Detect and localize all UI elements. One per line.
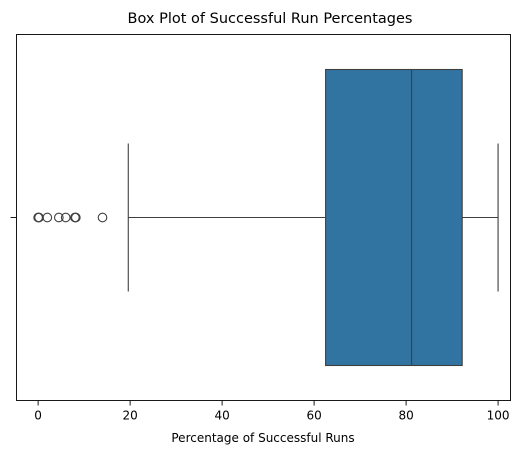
iqr-box [325, 68, 463, 367]
x-tick-label: 100 [487, 409, 510, 423]
outlier-point [97, 212, 108, 223]
box-plot-marks [10, 68, 499, 367]
outlier-point [60, 212, 71, 223]
outlier-point [42, 212, 53, 223]
x-tick-label: 80 [398, 409, 413, 423]
x-tick-label: 20 [122, 409, 137, 423]
x-tick-label: 40 [214, 409, 229, 423]
outlier-point [70, 212, 81, 223]
outlier-point [53, 212, 64, 223]
x-tick-label: 0 [34, 409, 42, 423]
x-axis-label: Percentage of Successful Runs [171, 431, 354, 445]
chart-title: Box Plot of Successful Run Percentages [128, 11, 413, 27]
x-axis-ticks: 0 20 40 60 80 100 [34, 400, 510, 423]
x-tick-label: 60 [306, 409, 321, 423]
